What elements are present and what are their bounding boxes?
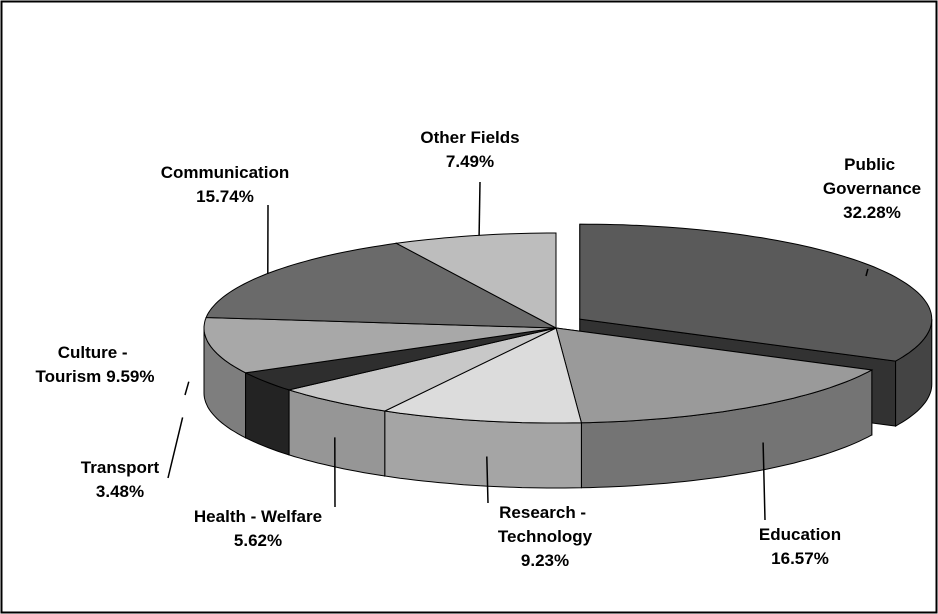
slice [555, 327, 874, 424]
slice [394, 232, 557, 329]
category-label: Education [759, 525, 841, 544]
slice [579, 223, 933, 362]
slice [383, 327, 583, 424]
slice [287, 327, 557, 412]
slice [203, 316, 557, 374]
value-label: 15.74% [196, 187, 254, 206]
value-label: 7.49% [446, 152, 494, 171]
leader-line [184, 381, 190, 396]
leader-line [486, 456, 489, 504]
labels: Public Governance 32.28% Education 16.57% Re… [35, 128, 921, 570]
value-label: 32.28% [843, 203, 901, 222]
category-label: Transport [81, 458, 160, 477]
value-label: 3.48% [96, 482, 144, 501]
leader-line [865, 268, 869, 277]
category-label: Other Fields [420, 128, 519, 147]
leader-line [478, 181, 481, 236]
value-label: 9.59% [106, 367, 154, 386]
value-label: 16.57% [771, 549, 829, 568]
slice [243, 327, 557, 391]
category-label: Research - Technology [498, 503, 593, 546]
leader-line [167, 417, 184, 479]
category-label: Culture - Tourism [35, 343, 132, 386]
category-label: Health - Welfare [194, 507, 322, 526]
pie [203, 223, 933, 489]
value-label: 5.62% [234, 531, 282, 550]
leader-line [762, 442, 766, 521]
slice [205, 242, 557, 329]
category-label: Communication [161, 163, 289, 182]
value-label: 9.23% [521, 551, 569, 570]
category-label: Public Governance [823, 155, 921, 198]
